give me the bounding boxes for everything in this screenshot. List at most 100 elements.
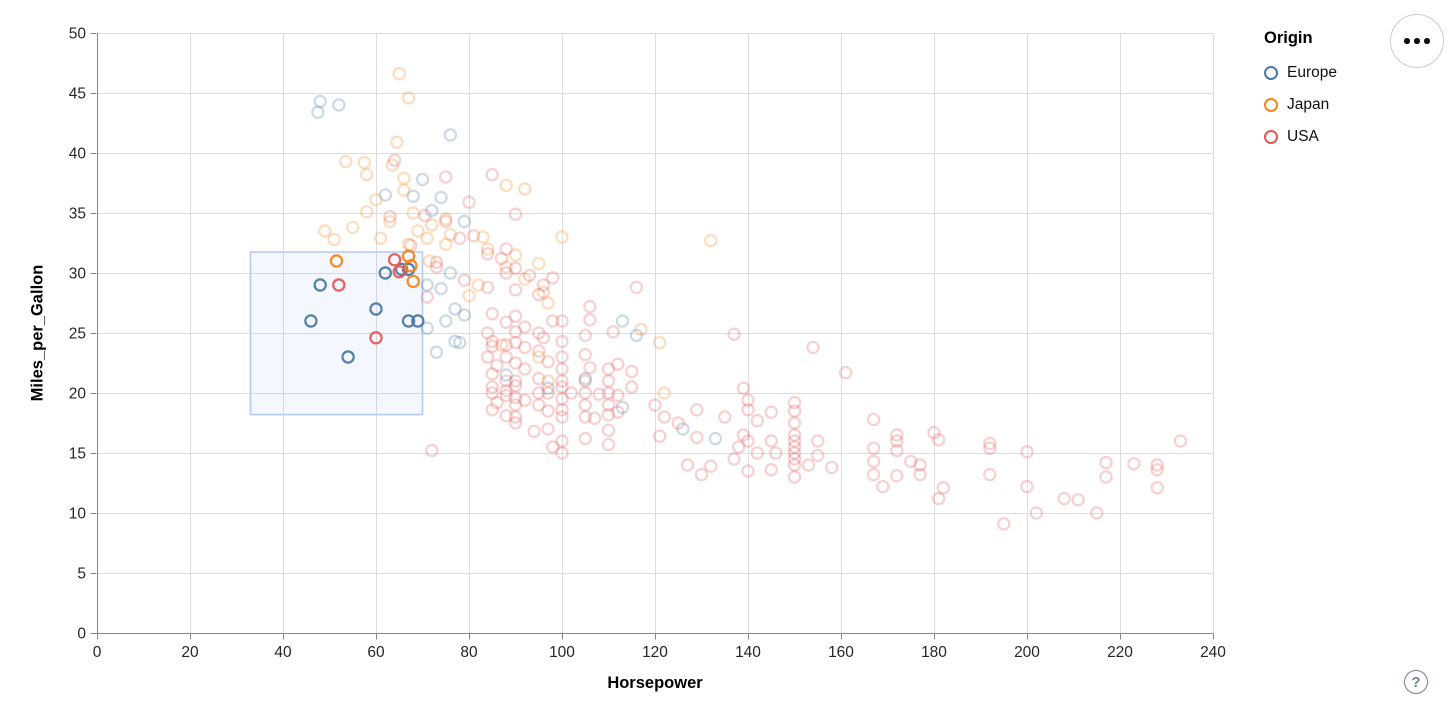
data-point-usa bbox=[876, 479, 890, 494]
data-point-usa bbox=[462, 195, 476, 209]
data-point-japan-selected bbox=[406, 274, 420, 289]
data-point-usa bbox=[764, 405, 778, 419]
data-point-japan bbox=[532, 350, 546, 364]
data-point-europe bbox=[332, 98, 346, 112]
data-point-usa bbox=[555, 374, 569, 388]
y-tick-label: 35 bbox=[69, 206, 86, 223]
data-point-usa bbox=[541, 386, 555, 400]
data-point-usa bbox=[801, 458, 816, 472]
data-point-japan bbox=[494, 338, 509, 352]
data-point-usa bbox=[485, 334, 499, 349]
data-point-europe-selected bbox=[401, 314, 416, 328]
data-point-usa bbox=[466, 229, 481, 243]
data-point-usa bbox=[732, 440, 746, 454]
data-point-usa bbox=[750, 446, 765, 460]
data-point-usa bbox=[736, 381, 751, 395]
data-point-usa bbox=[904, 454, 918, 469]
data-point-japan bbox=[360, 167, 374, 182]
data-point-usa bbox=[508, 309, 523, 323]
data-point-usa bbox=[741, 434, 755, 448]
help-button[interactable]: ? bbox=[1404, 670, 1428, 694]
y-tick-label: 25 bbox=[69, 326, 86, 343]
data-point-usa bbox=[866, 441, 881, 455]
x-tick-label: 80 bbox=[460, 644, 478, 661]
data-point-usa bbox=[997, 517, 1011, 531]
data-point-usa bbox=[787, 470, 802, 484]
data-point-usa bbox=[741, 393, 755, 407]
data-point-usa bbox=[704, 459, 718, 473]
data-point-usa bbox=[890, 428, 904, 442]
data-point-usa bbox=[508, 398, 523, 412]
more-options-button[interactable] bbox=[1390, 14, 1444, 68]
data-point-usa bbox=[657, 410, 672, 424]
data-point-usa bbox=[601, 362, 616, 376]
x-tick-label: 200 bbox=[1014, 644, 1040, 661]
data-point-japan bbox=[657, 386, 672, 400]
data-point-europe bbox=[457, 214, 472, 229]
data-point-usa bbox=[555, 434, 569, 448]
x-tick-label: 100 bbox=[549, 644, 575, 661]
data-point-usa bbox=[764, 434, 778, 448]
legend-symbol-circle bbox=[1264, 130, 1278, 144]
data-point-usa bbox=[546, 271, 560, 285]
data-point-usa bbox=[983, 441, 997, 455]
data-point-usa bbox=[838, 365, 853, 380]
data-point-usa bbox=[606, 325, 620, 339]
data-point-europe-selected bbox=[378, 266, 392, 280]
data-point-europe bbox=[311, 105, 325, 119]
data-point-europe-selected bbox=[369, 302, 383, 316]
y-tick-label: 15 bbox=[69, 446, 86, 463]
data-point-usa bbox=[555, 350, 569, 364]
data-point-usa bbox=[866, 454, 881, 469]
data-point-usa bbox=[499, 388, 513, 403]
legend-symbol-circle bbox=[1264, 98, 1278, 112]
data-point-usa bbox=[890, 469, 904, 483]
data-point-japan bbox=[369, 193, 383, 207]
data-point-usa bbox=[866, 412, 881, 427]
data-point-usa bbox=[564, 386, 579, 400]
data-point-usa bbox=[457, 273, 472, 287]
y-tick-label: 0 bbox=[77, 626, 86, 643]
x-tick-label: 220 bbox=[1107, 644, 1133, 661]
data-point-usa bbox=[480, 350, 495, 364]
data-point-usa-selected bbox=[392, 265, 406, 279]
data-point-usa bbox=[508, 356, 523, 370]
data-point-usa bbox=[387, 153, 402, 167]
data-point-europe bbox=[499, 368, 513, 382]
data-point-usa bbox=[499, 338, 513, 352]
data-point-japan bbox=[401, 91, 416, 105]
data-point-usa bbox=[532, 344, 546, 358]
data-point-japan bbox=[385, 158, 399, 172]
data-point-usa bbox=[718, 410, 732, 424]
y-tick-label: 30 bbox=[69, 266, 87, 283]
data-point-usa bbox=[480, 326, 495, 340]
data-point-usa bbox=[787, 404, 802, 418]
data-point-japan bbox=[392, 67, 406, 81]
data-point-usa bbox=[587, 411, 602, 425]
data-point-usa bbox=[485, 380, 499, 394]
data-point-usa bbox=[671, 416, 685, 430]
legend-items: Europe Japan USA bbox=[1264, 57, 1337, 153]
data-point-usa bbox=[611, 357, 625, 371]
data-point-usa bbox=[499, 350, 513, 364]
data-point-usa bbox=[913, 467, 927, 482]
data-point-usa bbox=[811, 434, 825, 448]
data-point-usa bbox=[508, 379, 523, 393]
data-point-usa bbox=[490, 395, 504, 410]
data-point-europe-selected bbox=[304, 314, 318, 328]
data-point-usa bbox=[508, 391, 523, 405]
x-tick-label: 0 bbox=[93, 644, 102, 661]
data-point-usa bbox=[1150, 481, 1164, 495]
legend-symbol-circle bbox=[1264, 66, 1278, 80]
data-point-usa bbox=[555, 392, 569, 406]
data-point-usa bbox=[764, 463, 778, 477]
data-point-usa bbox=[931, 433, 946, 447]
data-point-usa bbox=[769, 446, 783, 460]
data-point-japan bbox=[346, 220, 360, 235]
data-point-usa bbox=[1029, 506, 1044, 520]
data-point-usa bbox=[439, 214, 453, 229]
data-point-europe bbox=[406, 189, 420, 203]
data-point-japan bbox=[443, 227, 458, 242]
data-point-europe bbox=[434, 190, 448, 205]
data-point-usa bbox=[611, 405, 625, 419]
